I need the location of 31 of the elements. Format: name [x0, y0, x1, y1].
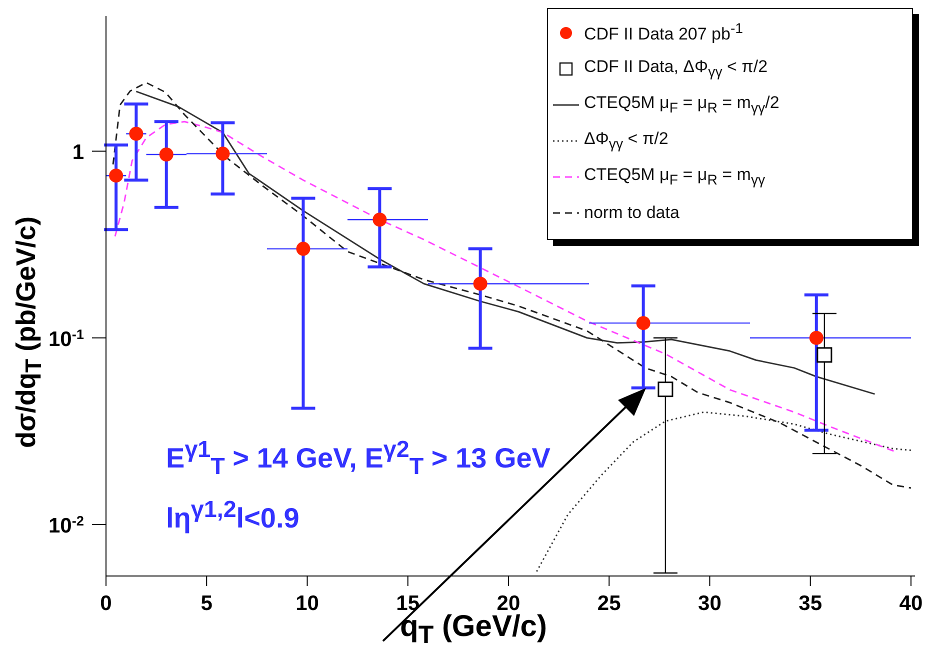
legend-label: norm to data	[584, 203, 680, 223]
point	[372, 212, 387, 227]
legend-label: CDF II Data 207 pb$^{-1}$	[584, 21, 744, 45]
point	[658, 382, 674, 398]
annotation: E$^{γ1}$$_{T}$ > 14 GeV, E$^{γ2}$$_{T}$ > 13 GeV	[166, 436, 550, 480]
y-tick-label: 1	[72, 141, 84, 164]
line-series	[135, 90, 876, 395]
line-series	[112, 82, 912, 489]
point	[636, 316, 650, 330]
point	[216, 146, 230, 161]
point	[809, 330, 824, 345]
x-tick-label: 25	[597, 592, 622, 615]
point	[816, 347, 832, 363]
point	[109, 168, 124, 183]
y-tick-label: 10$^{-1}$	[48, 326, 84, 351]
point	[473, 276, 488, 291]
x-tick-label: 10	[296, 592, 319, 615]
x-tick-label: 35	[798, 592, 822, 615]
legend-label: ΔΦ$_{γγ}$ < π/2	[584, 129, 668, 153]
point	[129, 126, 144, 141]
point	[159, 148, 174, 162]
y-tick-label: 10$^{-2}$	[48, 513, 84, 538]
x-tick-label: 0	[100, 592, 112, 615]
point	[296, 242, 310, 256]
x-tick-label: 5	[200, 592, 213, 615]
x-tick-label: 40	[899, 592, 923, 615]
annotation: lη$^{γ1,2}$l<0.9	[166, 496, 300, 534]
legend-label: CTEQ5M μ$_{F}$ = μ$_{R}$ = m$_{γγ}$	[584, 165, 766, 189]
x-tick-label: 30	[698, 592, 722, 615]
legend-label: CDF II Data, ΔΦ$_{γγ}$ < π/2	[584, 57, 768, 81]
legend-label: CTEQ5M μ$_{F}$ = μ$_{R}$ = m$_{γγ}$/2	[584, 93, 780, 117]
